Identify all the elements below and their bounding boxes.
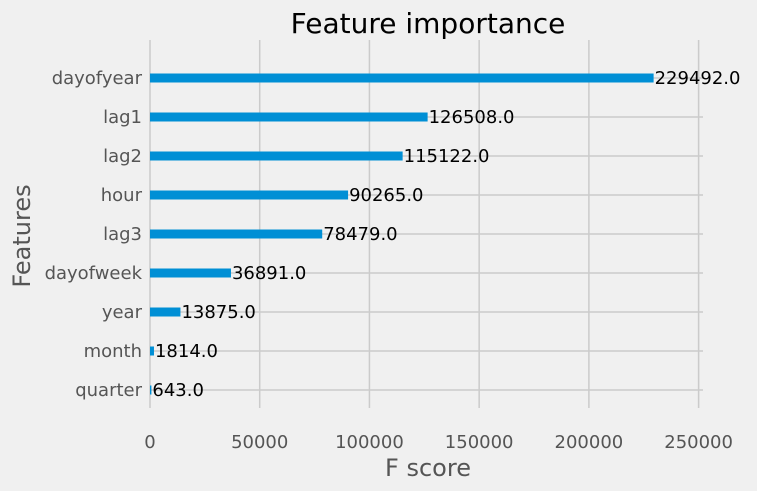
value-label-lag3: 78479.0	[323, 224, 397, 245]
bar-lag2	[150, 151, 403, 161]
value-label-lag1: 126508.0	[429, 107, 515, 128]
y-tick-label-year: year	[102, 302, 143, 323]
value-label-lag2: 115122.0	[404, 146, 490, 167]
x-tick-labels: 0 50000 100000 150000 200000 250000	[144, 432, 733, 453]
bar-quarter	[150, 385, 152, 395]
y-tick-label-lag3: lag3	[103, 224, 142, 245]
x-tick-label: 50000	[231, 432, 288, 453]
value-labels-layer: 229492.0 126508.0 115122.0 90265.0 78479.0 36…	[152, 68, 740, 401]
bar-lag1	[150, 112, 428, 122]
y-tick-labels: dayofyear lag1 lag2 hour lag3 dayofweek year mo…	[45, 68, 143, 401]
y-axis-label: Features	[8, 184, 36, 287]
y-tick-label-month: month	[84, 341, 142, 362]
bar-lag3	[150, 229, 323, 239]
bar-dayofyear	[150, 73, 654, 83]
value-label-dayofweek: 36891.0	[232, 263, 306, 284]
grid-layer	[149, 40, 703, 408]
bar-year	[150, 307, 181, 317]
x-tick-label: 0	[144, 432, 155, 453]
bar-hour	[150, 190, 349, 200]
y-tick-label-dayofyear: dayofyear	[52, 68, 143, 89]
y-tick-label-dayofweek: dayofweek	[45, 263, 143, 284]
value-label-dayofyear: 229492.0	[655, 68, 741, 89]
value-label-hour: 90265.0	[349, 185, 423, 206]
y-tick-label-lag1: lag1	[103, 107, 142, 128]
bar-dayofweek	[150, 268, 231, 278]
chart-title: Feature importance	[291, 7, 566, 40]
x-tick-label: 250000	[664, 432, 733, 453]
value-label-quarter: 643.0	[152, 380, 204, 401]
x-tick-label: 150000	[445, 432, 514, 453]
x-axis-label: F score	[385, 454, 471, 482]
y-tick-label-hour: hour	[101, 185, 143, 206]
y-tick-label-lag2: lag2	[103, 146, 142, 167]
value-label-year: 13875.0	[181, 302, 255, 323]
bar-month	[150, 346, 154, 356]
y-tick-label-quarter: quarter	[75, 380, 142, 401]
x-tick-label: 200000	[555, 432, 624, 453]
value-label-month: 1814.0	[155, 341, 218, 362]
x-tick-label: 100000	[335, 432, 404, 453]
bars-layer	[150, 73, 654, 395]
